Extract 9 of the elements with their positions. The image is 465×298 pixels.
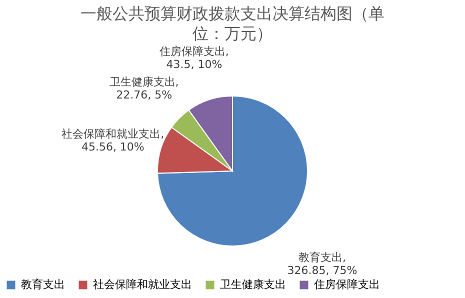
chart-title: 一般公共预算财政拨款支出决算结构图（单位：万元） xyxy=(80,4,384,44)
data-label: 教育支出, 326.85, 75% xyxy=(287,251,358,278)
legend-label: 教育支出 xyxy=(21,278,65,291)
legend-label: 卫生健康支出 xyxy=(220,278,286,291)
data-label: 卫生健康支出, 22.76, 5% xyxy=(109,76,179,102)
data-label: 住房保障支出, 43.5, 10% xyxy=(159,45,229,72)
data-label: 社会保障和就业支出, 45.56, 10% xyxy=(62,128,164,154)
legend-label: 社会保障和就业支出 xyxy=(93,278,192,291)
legend-label: 住房保障支出 xyxy=(314,278,380,291)
